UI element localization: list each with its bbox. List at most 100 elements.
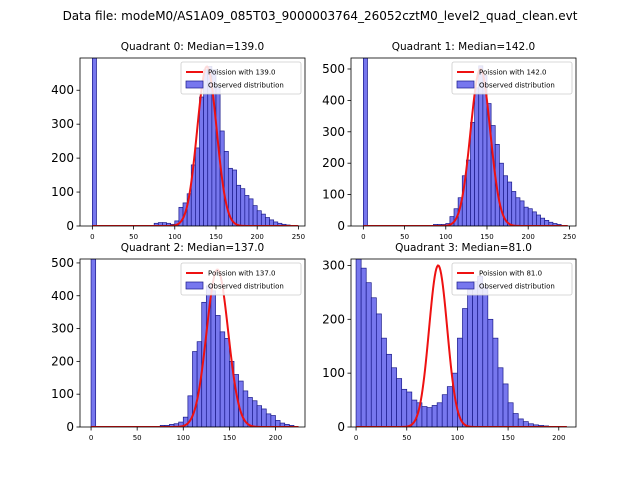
y-tick-label: 500 — [322, 62, 345, 76]
histogram-bar — [355, 259, 362, 427]
plot-area — [363, 58, 568, 226]
histogram-bar — [515, 197, 521, 226]
y-tick-label: 200 — [322, 312, 345, 326]
histogram-bar — [401, 388, 408, 427]
legend-label-poisson: Poission with 137.0 — [208, 270, 276, 278]
legend-label-observed: Observed distribution — [479, 82, 555, 90]
x-tick-label: 100 — [439, 233, 452, 241]
histogram-bar — [240, 188, 246, 226]
y-tick-label: 100 — [51, 185, 74, 199]
histogram-bar — [446, 386, 453, 427]
plot-area — [355, 259, 567, 427]
x-tick-label: 150 — [209, 233, 222, 241]
histogram-bar — [406, 391, 413, 427]
histogram-bar — [472, 281, 479, 427]
legend-frame — [180, 262, 302, 296]
x-tick-label: 50 — [129, 233, 138, 241]
histogram-bar — [511, 191, 517, 226]
histogram-bar — [215, 315, 221, 427]
subplot-title: Quadrant 2: Median=137.0 — [121, 242, 264, 254]
y-tick-label: 0 — [337, 219, 345, 233]
histogram-bar — [223, 150, 229, 226]
legend-bar-swatch — [185, 80, 204, 89]
y-tick-label: 200 — [51, 151, 74, 165]
axes-frame — [79, 258, 306, 428]
legend-frame — [451, 61, 573, 95]
legend-label-observed: Observed distribution — [208, 283, 284, 291]
histogram-bar — [244, 195, 250, 226]
x-tick-label: 250 — [563, 233, 576, 241]
histogram-bar — [260, 213, 266, 226]
x-tick-label: 200 — [251, 233, 264, 241]
histogram-bar — [396, 378, 403, 427]
histogram-bar — [270, 415, 276, 427]
histogram-bar — [474, 87, 480, 226]
legend: Poission with 137.0 Observed distribution — [180, 262, 302, 296]
histogram-bar — [492, 337, 499, 427]
y-tick-label: 400 — [322, 93, 345, 107]
histogram-bar — [375, 313, 382, 427]
histogram-bar — [363, 58, 368, 226]
histogram-bar — [507, 181, 513, 226]
y-tick-label: 300 — [51, 322, 74, 336]
legend-bar-swatch — [456, 281, 475, 290]
y-tick-label: 500 — [51, 256, 74, 270]
histogram-bar — [252, 400, 258, 427]
x-tick-label: 150 — [480, 233, 493, 241]
x-tick-label: 0 — [89, 434, 93, 442]
histogram-bar — [487, 318, 494, 427]
axes-frame — [350, 57, 577, 227]
y-tick-label: 0 — [66, 420, 74, 434]
axes-frame — [79, 57, 306, 227]
histogram-bar — [477, 275, 484, 427]
y-tick-label: 400 — [51, 83, 74, 97]
legend: Poission with 142.0 Observed distribution — [451, 61, 573, 95]
histogram-bar — [252, 205, 258, 226]
subplots-group: Quadrant 0: Median=139.0 0 100 200 300 400 0 50… — [51, 41, 577, 442]
legend-bar-swatch — [185, 281, 204, 290]
y-tick-label: 200 — [51, 354, 74, 368]
legend-bar-swatch — [456, 80, 475, 89]
histogram-bar — [519, 200, 525, 226]
legend-label-poisson: Poission with 142.0 — [479, 69, 547, 77]
figure-suptitle: Data file: modeM0/AS1A09_085T03_90000037… — [63, 9, 578, 23]
x-tick-label: 150 — [501, 434, 514, 442]
y-tick-label: 300 — [322, 125, 345, 139]
histogram-bar — [360, 267, 367, 427]
y-tick-label: 300 — [322, 258, 345, 272]
histogram-bar — [523, 206, 529, 226]
histogram-bar — [365, 282, 372, 427]
histogram-bar — [467, 289, 473, 427]
x-tick-label: 0 — [361, 233, 365, 241]
histogram-bar — [386, 353, 392, 427]
legend-label-poisson: Poission with 139.0 — [208, 69, 276, 77]
histogram-bar — [90, 259, 97, 427]
histogram-bar — [265, 413, 272, 427]
x-tick-label: 200 — [269, 434, 282, 442]
y-tick-label: 400 — [51, 289, 74, 303]
legend: Poission with 81.0 Observed distribution — [451, 262, 573, 296]
histogram-bar — [265, 217, 270, 226]
histogram-bar — [470, 122, 475, 226]
histogram-bar — [256, 210, 262, 226]
subplot-quadrant-1: Quadrant 1: Median=142.0 0 100 200 300 400 500… — [322, 41, 577, 241]
axes-frame — [350, 258, 577, 428]
x-tick-label: 0 — [90, 233, 94, 241]
histogram-bar — [236, 184, 242, 226]
legend: Poission with 139.0 Observed distribution — [180, 61, 302, 95]
histogram-bar — [224, 338, 230, 427]
histogram-bar — [441, 394, 448, 427]
subplot-quadrant-2: Quadrant 2: Median=137.00100200300400500… — [51, 242, 306, 442]
y-tick-label: 200 — [322, 156, 345, 170]
histogram-bar — [436, 402, 443, 427]
histogram-bar — [431, 405, 438, 427]
subplot-title: Quadrant 1: Median=142.0 — [392, 41, 535, 53]
histogram-bar — [462, 308, 468, 427]
histogram-bar — [370, 297, 377, 427]
subplot-quadrant-3: Quadrant 3: Median=81.0 0 100 200 300 0 50 100 1… — [322, 242, 577, 442]
legend-label-observed: Observed distribution — [208, 82, 284, 90]
poisson-curve — [363, 67, 568, 226]
histogram-bar — [482, 286, 489, 427]
x-tick-label: 250 — [292, 233, 305, 241]
y-tick-label: 100 — [322, 366, 345, 380]
